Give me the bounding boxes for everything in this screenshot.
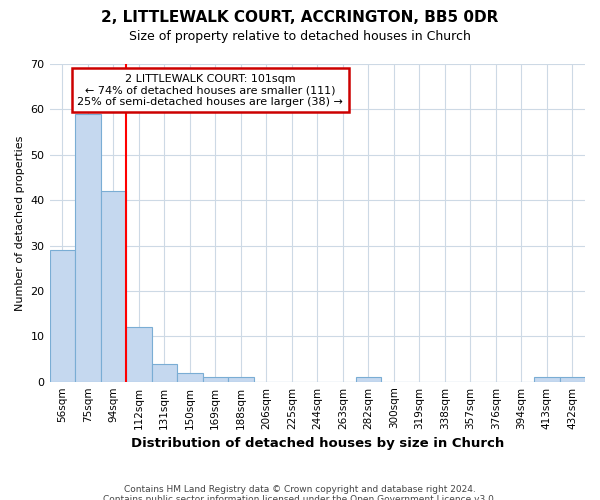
Bar <box>126 327 152 382</box>
Text: 2, LITTLEWALK COURT, ACCRINGTON, BB5 0DR: 2, LITTLEWALK COURT, ACCRINGTON, BB5 0DR <box>101 10 499 25</box>
Bar <box>101 191 126 382</box>
Bar <box>356 377 381 382</box>
Text: Size of property relative to detached houses in Church: Size of property relative to detached ho… <box>129 30 471 43</box>
Bar <box>203 377 228 382</box>
Text: Contains public sector information licensed under the Open Government Licence v3: Contains public sector information licen… <box>103 495 497 500</box>
Bar <box>50 250 75 382</box>
Bar <box>177 372 203 382</box>
Text: Contains HM Land Registry data © Crown copyright and database right 2024.: Contains HM Land Registry data © Crown c… <box>124 485 476 494</box>
X-axis label: Distribution of detached houses by size in Church: Distribution of detached houses by size … <box>131 437 504 450</box>
Bar <box>228 377 254 382</box>
Text: 2 LITTLEWALK COURT: 101sqm
← 74% of detached houses are smaller (111)
25% of sem: 2 LITTLEWALK COURT: 101sqm ← 74% of deta… <box>77 74 343 106</box>
Bar <box>152 364 177 382</box>
Y-axis label: Number of detached properties: Number of detached properties <box>15 135 25 310</box>
Bar <box>560 377 585 382</box>
Bar <box>75 114 101 382</box>
Bar <box>534 377 560 382</box>
